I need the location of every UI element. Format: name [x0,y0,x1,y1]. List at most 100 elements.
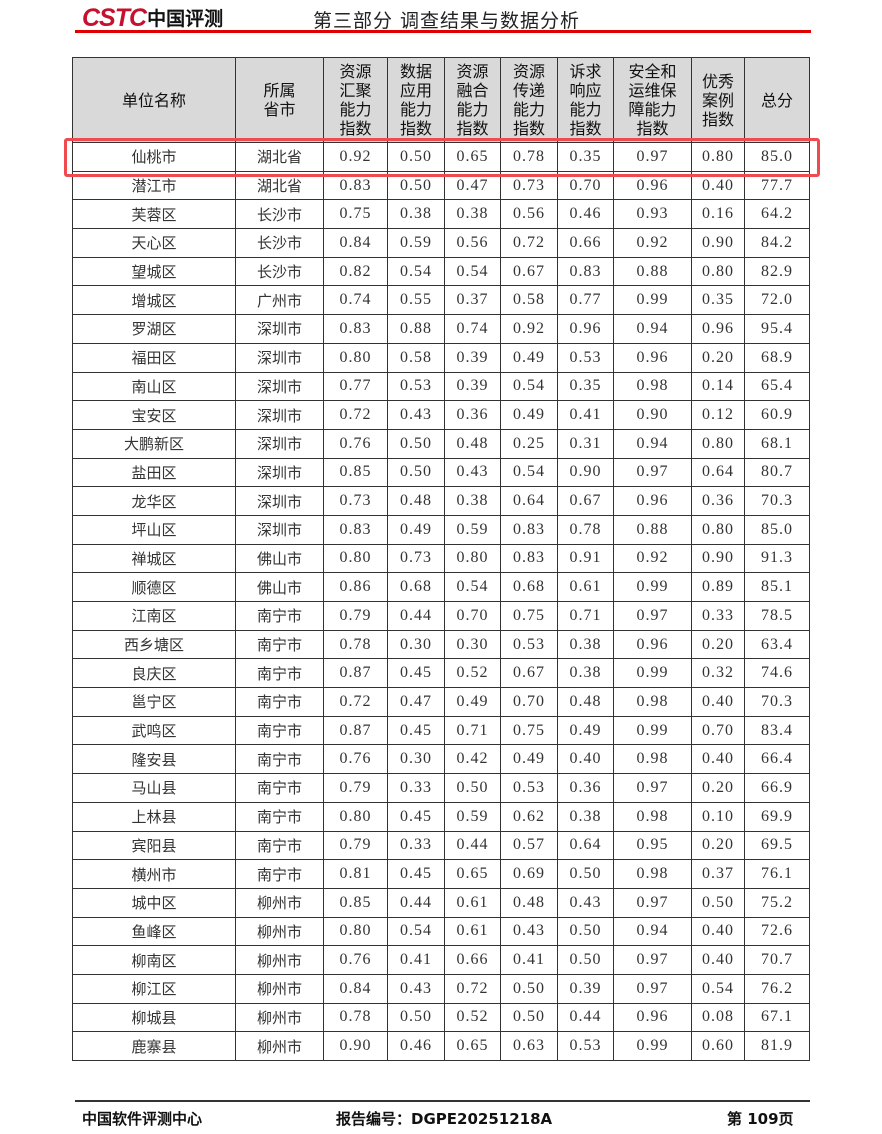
cell-index-value: 0.57 [500,830,558,861]
cell-index-value: 0.44 [387,601,445,631]
column-header-label: 数据应用能力指数 [399,62,432,138]
cell-index-value: 0.54 [444,256,501,287]
cell-index-value: 0.54 [500,371,558,402]
cell-total-score: 63.4 [744,629,810,660]
cell-total-score: 64.2 [744,199,810,230]
cell-index-value: 0.50 [691,887,745,918]
cell-total-score: 85.1 [744,572,810,602]
logo-brand: CSTC [82,4,147,32]
cell-index-value: 0.97 [613,773,692,803]
cell-unit-name: 良庆区 [72,658,236,689]
cell-index-value: 0.98 [613,859,692,889]
cell-unit-name: 盐田区 [72,457,236,488]
cell-index-value: 0.49 [444,687,501,717]
column-header-label: 所属省市 [263,81,296,119]
cell-unit-name: 宾阳县 [72,830,236,861]
column-header-label: 资源汇聚能力指数 [339,62,372,138]
cell-unit-name: 江南区 [72,601,236,631]
cell-index-value: 0.83 [323,170,388,201]
cell-index-value: 0.72 [323,687,388,717]
cell-index-value: 0.45 [387,859,445,889]
cell-total-score: 66.9 [744,773,810,803]
cell-province-city: 南宁市 [235,859,324,889]
table-row: 横州市 南宁市 0.81 0.45 0.65 0.69 0.50 0.98 0.37 76.1 [72,859,810,889]
cell-index-value: 0.97 [613,973,692,1004]
cell-index-value: 0.99 [613,1031,692,1061]
section-title: 第三部分 调查结果与数据分析 [313,10,581,32]
table-row: 大鹏新区 深圳市 0.76 0.50 0.48 0.25 0.31 0.94 0.80 68.1 [72,428,810,459]
cell-unit-name: 邕宁区 [72,687,236,717]
cell-index-value: 0.46 [387,1031,445,1061]
cell-index-value: 0.90 [323,1031,388,1061]
cell-index-value: 0.99 [613,572,692,602]
cell-index-value: 0.45 [387,715,445,746]
footer-divider [75,1100,810,1102]
cell-index-value: 0.50 [557,945,614,975]
cell-index-value: 0.83 [500,514,558,545]
cell-index-value: 0.76 [323,428,388,459]
cell-index-value: 0.61 [557,572,614,602]
cell-unit-name: 芙蓉区 [72,199,236,230]
cell-index-value: 0.64 [691,457,745,488]
cell-index-value: 0.98 [613,801,692,832]
column-header: 安全和运维保障能力指数 [613,57,692,143]
cell-index-value: 0.50 [500,973,558,1004]
cell-province-city: 深圳市 [235,400,324,430]
cell-index-value: 0.80 [323,543,388,574]
cell-index-value: 0.47 [387,687,445,717]
cell-province-city: 柳州市 [235,1002,324,1033]
cell-index-value: 0.53 [500,629,558,660]
cell-province-city: 佛山市 [235,572,324,602]
cell-total-score: 74.6 [744,658,810,689]
table-header-row: 单位名称 所属省市 资源汇聚能力指数 数据应用能力指数 资源融合能力指数 资源传递能力指数… [72,57,810,143]
cell-index-value: 0.50 [387,170,445,201]
table-row: 鹿寨县 柳州市 0.90 0.46 0.65 0.63 0.53 0.99 0.60 81.9 [72,1031,810,1061]
cell-index-value: 0.73 [387,543,445,574]
table-row: 增城区 广州市 0.74 0.55 0.37 0.58 0.77 0.99 0.35 72.0 [72,285,810,316]
cstc-logo: CSTC 中国评测 [82,3,223,31]
cell-index-value: 0.33 [387,830,445,861]
cell-index-value: 0.53 [557,342,614,373]
cell-index-value: 0.64 [557,830,614,861]
table-row: 武鸣区 南宁市 0.87 0.45 0.71 0.75 0.49 0.99 0.70 83.4 [72,715,810,746]
cell-total-score: 69.5 [744,830,810,861]
cell-index-value: 0.50 [557,916,614,947]
cell-index-value: 0.39 [444,342,501,373]
cell-index-value: 0.90 [613,400,692,430]
cell-index-value: 0.79 [323,773,388,803]
cell-index-value: 0.53 [500,773,558,803]
cell-index-value: 0.20 [691,773,745,803]
cell-index-value: 0.99 [613,658,692,689]
cell-index-value: 0.53 [387,371,445,402]
cell-index-value: 0.72 [323,400,388,430]
cell-index-value: 0.90 [557,457,614,488]
cell-index-value: 0.87 [323,658,388,689]
cell-unit-name: 仙桃市 [72,142,236,172]
cell-unit-name: 天心区 [72,228,236,258]
table-row: 隆安县 南宁市 0.76 0.30 0.42 0.49 0.40 0.98 0.40 66.4 [72,744,810,775]
cell-total-score: 68.9 [744,342,810,373]
cell-index-value: 0.98 [613,687,692,717]
cell-index-value: 0.54 [387,916,445,947]
cell-index-value: 0.97 [613,142,692,172]
cell-province-city: 深圳市 [235,342,324,373]
cell-index-value: 0.66 [557,228,614,258]
cell-index-value: 0.67 [500,256,558,287]
cell-unit-name: 柳城县 [72,1002,236,1033]
table-row: 城中区 柳州市 0.85 0.44 0.61 0.48 0.43 0.97 0.50 75.2 [72,887,810,918]
cell-index-value: 0.20 [691,830,745,861]
cell-index-value: 0.12 [691,400,745,430]
cell-unit-name: 隆安县 [72,744,236,775]
cell-index-value: 0.65 [444,1031,501,1061]
cell-index-value: 0.72 [444,973,501,1004]
cell-unit-name: 鱼峰区 [72,916,236,947]
cell-index-value: 0.95 [613,830,692,861]
table-row: 芙蓉区 长沙市 0.75 0.38 0.38 0.56 0.46 0.93 0.16 64.2 [72,199,810,230]
cell-index-value: 0.92 [613,543,692,574]
cell-province-city: 深圳市 [235,514,324,545]
cell-index-value: 0.94 [613,314,692,344]
cell-index-value: 0.48 [500,887,558,918]
cell-index-value: 0.44 [557,1002,614,1033]
cell-index-value: 0.43 [387,400,445,430]
cell-unit-name: 宝安区 [72,400,236,430]
